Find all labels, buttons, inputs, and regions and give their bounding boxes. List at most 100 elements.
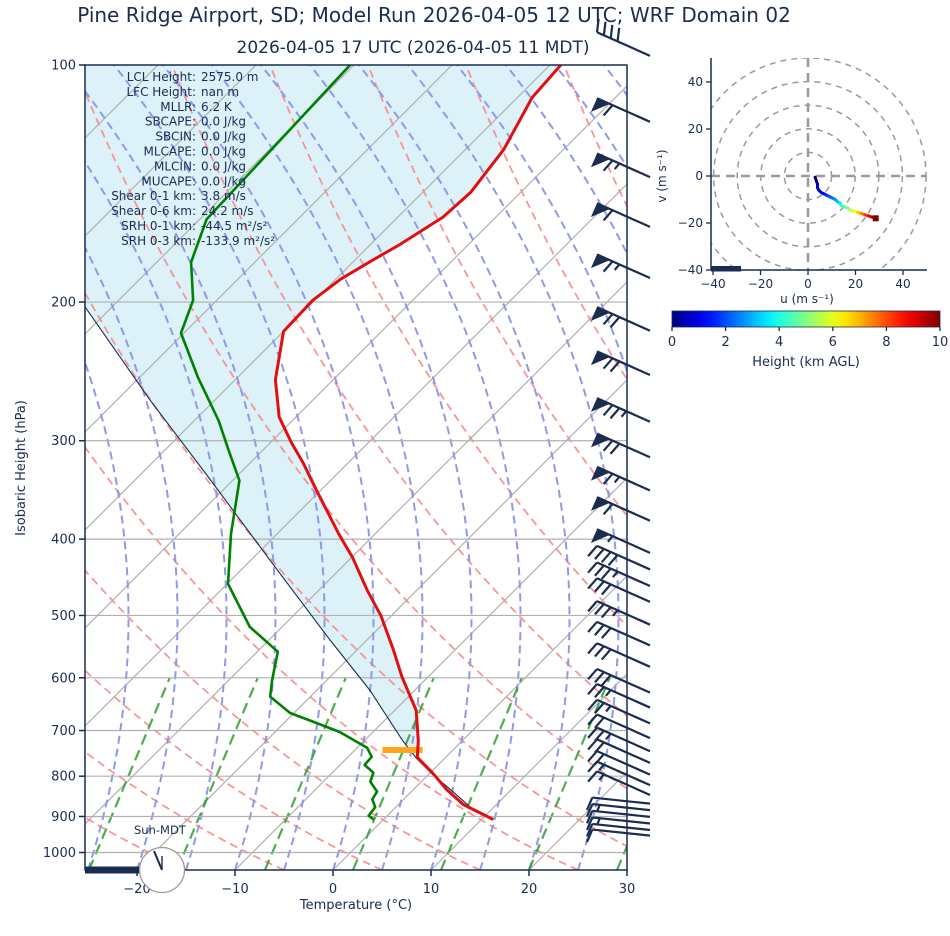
- stat-label: MUCAPE:: [141, 174, 196, 188]
- barb-full: [602, 357, 614, 370]
- page-title: Pine Ridge Airport, SD; Model Run 2026-0…: [77, 3, 791, 27]
- barb-full: [602, 313, 614, 326]
- moist-adiabat-line: [603, 65, 627, 97]
- barb-staff: [592, 822, 651, 832]
- barb-flag: [590, 529, 610, 543]
- hodograph-u-tick-label: 0: [804, 277, 812, 291]
- barb-half: [598, 763, 605, 771]
- temperature-tick-label: 30: [619, 882, 636, 897]
- dry-adiabat-line: [367, 65, 627, 518]
- wind-barb-column: [585, 18, 651, 843]
- barb-flag: [590, 398, 610, 412]
- temperature-axis-ticks: −20 −10 0 10 20 30: [123, 870, 635, 897]
- parcel-profile-line: [85, 305, 490, 819]
- wind-barb: [587, 561, 651, 588]
- barb-staff: [596, 726, 651, 753]
- stat-value: 0.0 J/kg: [201, 115, 246, 129]
- barb-staff: [596, 544, 651, 571]
- wind-barb: [585, 828, 651, 843]
- barb-full: [600, 627, 612, 639]
- mixing-ratio-line: [351, 677, 435, 870]
- temperature-curve: [273, 65, 562, 821]
- barb-full: [587, 642, 598, 655]
- barb-half: [605, 705, 612, 713]
- moist-adiabat-line: [653, 65, 863, 870]
- barb-staff: [596, 31, 651, 57]
- barb-staff: [596, 350, 651, 376]
- dry-adiabat-line: [85, 750, 285, 870]
- barb-full: [594, 686, 605, 698]
- barb-staff: [596, 253, 651, 280]
- valid-time-subtitle: 2026-04-05 17 UTC (2026-04-05 11 MDT): [237, 38, 590, 58]
- dewpoint-curve: [179, 65, 379, 821]
- skewt-axes-frame: [84, 64, 628, 871]
- colorbar-tick-label: 10: [932, 335, 949, 350]
- barb-flag: [590, 307, 610, 321]
- wind-barb: [590, 397, 651, 423]
- moist-adiabat-line: [505, 65, 627, 257]
- temperature-tick-label: 0: [329, 882, 337, 897]
- stat-value: -44.5 m²/s²: [201, 219, 268, 233]
- isotherm-line: [85, 85, 627, 629]
- isotherm-line: [626, 869, 627, 870]
- stat-label: MLLR:: [160, 100, 196, 114]
- sounding-statistics-block: LCL Height: 2575.0 m LFC Height: nan m MLLR:…: [111, 70, 275, 248]
- hodograph-inset: −40−40 −20 −20 0 0 20 20 40 40 u (m s⁻¹) v (m s⁻…: [655, 58, 927, 306]
- barb-staff: [596, 698, 651, 725]
- barb-full: [600, 648, 612, 661]
- stat-value: 0.0 J/kg: [201, 130, 246, 144]
- barb-staff: [596, 738, 651, 764]
- dry-adiabat-line: [85, 568, 481, 870]
- mixing-ratio-line: [175, 677, 259, 870]
- dry-adiabat-line: [85, 669, 383, 870]
- barb-full: [616, 27, 621, 42]
- clock-icon: [138, 846, 186, 894]
- stat-value: 0.0 J/kg: [201, 145, 246, 159]
- barb-staff: [596, 682, 651, 709]
- wind-barb: [587, 544, 651, 571]
- barb-full: [600, 551, 612, 563]
- mixing-ratio-line: [527, 677, 611, 870]
- barb-full: [587, 750, 598, 763]
- barb-full: [600, 583, 612, 596]
- barb-staff: [596, 577, 651, 603]
- barb-flag: [590, 433, 610, 448]
- dry-adiabat-line: [269, 65, 627, 628]
- stat-label: MLCAPE:: [144, 145, 197, 159]
- mixing-ratio-line: [793, 678, 874, 870]
- barb-full: [594, 716, 605, 729]
- barb-full: [609, 407, 621, 420]
- cin-shade-region: [85, 65, 561, 820]
- dry-adiabat-line: [760, 65, 950, 870]
- isotherm-line: [332, 575, 627, 870]
- height-colorbar: 0 2 4 6 8 10 Height (km AGL): [668, 310, 949, 370]
- stat-label: SBCIN:: [155, 130, 196, 144]
- wind-barb: [587, 770, 651, 796]
- barb-staff: [596, 642, 651, 668]
- moist-adiabat-line: [751, 65, 950, 870]
- barb-staff: [592, 802, 651, 812]
- barb-half: [607, 535, 614, 543]
- barb-half: [613, 476, 621, 484]
- barb-full: [585, 823, 594, 837]
- barb-full: [602, 21, 607, 36]
- wind-barb: [590, 350, 651, 376]
- wind-barb: [590, 152, 651, 179]
- mixing-ratio-line: [615, 843, 627, 870]
- barb-full: [609, 24, 614, 39]
- barb-full: [585, 829, 594, 843]
- barb-staff: [592, 796, 651, 805]
- barb-full: [609, 360, 621, 373]
- barb-full: [595, 18, 600, 33]
- colorbar-tick-label: 8: [882, 335, 890, 350]
- dry-adiabat-line: [465, 65, 627, 381]
- stat-label: MLCIN:: [154, 159, 196, 173]
- barb-full: [587, 683, 598, 695]
- wind-barb: [590, 432, 651, 459]
- barb-full: [594, 671, 605, 684]
- mixing-ratio-line: [439, 677, 523, 870]
- barb-full: [594, 564, 605, 577]
- pressure-tick-label: 700: [51, 724, 76, 739]
- barb-full: [602, 439, 614, 452]
- barb-full: [587, 545, 598, 557]
